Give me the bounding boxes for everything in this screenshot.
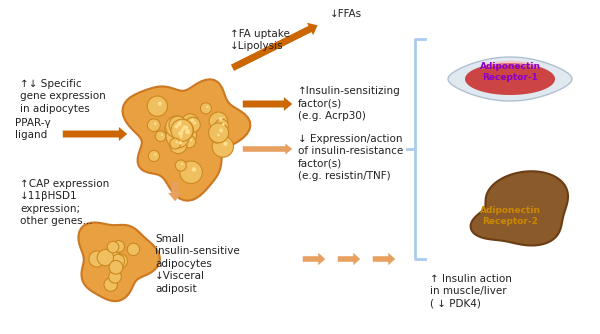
Text: ↑↓ Specific
gene expression
in adipocytes: ↑↓ Specific gene expression in adipocyte… — [20, 79, 106, 114]
Circle shape — [191, 167, 196, 172]
Circle shape — [113, 240, 125, 252]
Circle shape — [223, 142, 227, 146]
Circle shape — [217, 134, 220, 136]
Circle shape — [174, 121, 193, 140]
Text: ↑CAP expression
↓11βHSD1
expression;
other genes...: ↑CAP expression ↓11βHSD1 expression; oth… — [20, 179, 109, 226]
Circle shape — [209, 123, 229, 143]
Polygon shape — [122, 79, 250, 201]
Circle shape — [97, 249, 113, 266]
Circle shape — [206, 106, 208, 108]
Text: ↑Insulin-sensitizing
factor(s)
(e.g. Acrp30): ↑Insulin-sensitizing factor(s) (e.g. Acr… — [298, 86, 401, 121]
Circle shape — [104, 278, 118, 291]
Polygon shape — [465, 63, 555, 95]
Circle shape — [209, 112, 227, 131]
Circle shape — [89, 251, 105, 267]
Circle shape — [183, 135, 196, 148]
Circle shape — [173, 123, 197, 147]
Text: PPAR-γ
ligand: PPAR-γ ligand — [15, 118, 51, 140]
Circle shape — [181, 163, 183, 165]
Circle shape — [184, 126, 188, 130]
Circle shape — [127, 243, 140, 256]
Circle shape — [114, 254, 128, 268]
Circle shape — [108, 253, 119, 263]
Circle shape — [178, 121, 182, 125]
Circle shape — [190, 139, 192, 141]
Text: Small
insulin-sensitive
adipocytes
↓Visceral
adiposit: Small insulin-sensitive adipocytes ↓Visc… — [155, 234, 240, 294]
Circle shape — [109, 271, 121, 283]
Circle shape — [191, 119, 194, 122]
Text: ↓FFAs: ↓FFAs — [330, 9, 362, 19]
Polygon shape — [79, 222, 160, 301]
Circle shape — [219, 117, 223, 121]
Circle shape — [177, 122, 181, 126]
Circle shape — [154, 153, 157, 156]
Circle shape — [148, 150, 160, 162]
Circle shape — [113, 256, 126, 268]
Circle shape — [178, 131, 183, 136]
Circle shape — [179, 141, 182, 145]
Text: ↓ Expression/action
of insulin-resistance
factor(s)
(e.g. resistin/TNF): ↓ Expression/action of insulin-resistanc… — [298, 134, 403, 181]
Circle shape — [178, 125, 193, 140]
Circle shape — [108, 254, 118, 264]
Circle shape — [175, 160, 187, 171]
Circle shape — [174, 133, 185, 144]
Circle shape — [148, 119, 160, 132]
Polygon shape — [470, 171, 568, 245]
Circle shape — [166, 125, 190, 148]
Circle shape — [171, 119, 193, 141]
Circle shape — [173, 132, 186, 144]
Circle shape — [107, 241, 119, 253]
Circle shape — [169, 116, 187, 134]
Text: ↑ Insulin action
in muscle/liver
( ↓ PDK4): ↑ Insulin action in muscle/liver ( ↓ PDK… — [430, 274, 512, 309]
Circle shape — [155, 131, 166, 142]
Circle shape — [109, 252, 122, 266]
Circle shape — [215, 119, 229, 133]
Circle shape — [211, 130, 223, 143]
Circle shape — [212, 136, 233, 157]
Circle shape — [161, 134, 163, 136]
Text: Adiponectin
Receptor-2: Adiponectin Receptor-2 — [479, 206, 541, 226]
Circle shape — [172, 124, 189, 141]
Circle shape — [193, 121, 196, 124]
Circle shape — [147, 96, 167, 116]
Circle shape — [185, 117, 200, 132]
Circle shape — [180, 136, 182, 138]
Circle shape — [165, 120, 184, 138]
Circle shape — [219, 128, 223, 132]
Circle shape — [109, 261, 123, 274]
Circle shape — [170, 136, 187, 154]
Circle shape — [170, 138, 181, 149]
Circle shape — [186, 129, 189, 132]
Circle shape — [158, 102, 162, 106]
Circle shape — [180, 161, 202, 184]
Circle shape — [154, 122, 157, 125]
Circle shape — [112, 254, 125, 268]
Circle shape — [180, 135, 182, 137]
Circle shape — [181, 114, 199, 131]
Circle shape — [185, 130, 190, 134]
Circle shape — [182, 125, 187, 130]
Circle shape — [200, 103, 211, 114]
Text: ↑FA uptake
↓Lipolysis: ↑FA uptake ↓Lipolysis — [230, 29, 290, 51]
Circle shape — [175, 125, 178, 129]
Circle shape — [176, 141, 178, 143]
Polygon shape — [448, 57, 572, 101]
Text: Adiponectin
Receptor-1: Adiponectin Receptor-1 — [479, 62, 541, 82]
Circle shape — [181, 128, 184, 132]
Circle shape — [166, 116, 187, 138]
Circle shape — [222, 123, 225, 126]
